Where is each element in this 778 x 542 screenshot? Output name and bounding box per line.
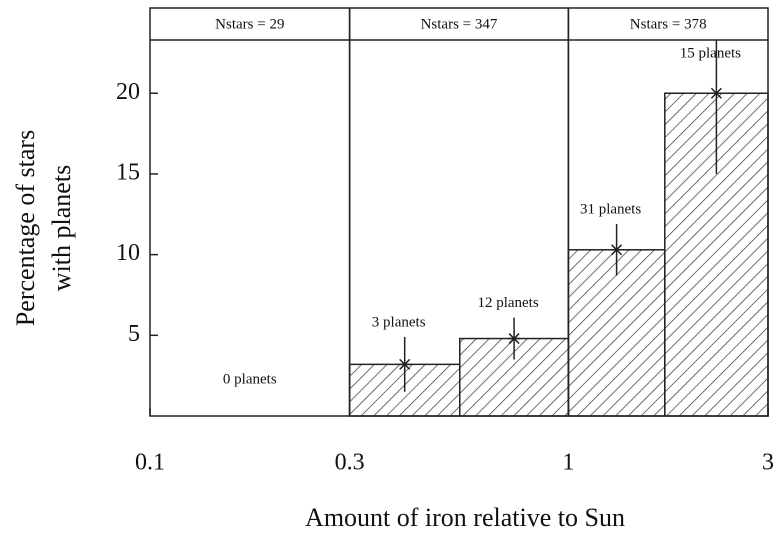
bin-label: 15 planets xyxy=(680,45,741,61)
y-axis-label: Percentage of stars xyxy=(11,130,40,326)
x-tick-label: 0.3 xyxy=(335,450,365,476)
group-label: Nstars = 378 xyxy=(630,16,707,32)
group-label: Nstars = 347 xyxy=(421,16,498,32)
x-tick-label: 1 xyxy=(562,450,574,476)
y-tick-label: 20 xyxy=(116,79,140,105)
y-tick-label: 5 xyxy=(128,321,140,347)
bin-label: 12 planets xyxy=(477,295,538,311)
bar xyxy=(567,249,666,417)
y-tick-label: 15 xyxy=(116,159,140,185)
y-axis-label: with planets xyxy=(47,165,76,291)
point-marker xyxy=(610,244,623,256)
group-label: Nstars = 29 xyxy=(215,16,284,32)
bin-label: 3 planets xyxy=(372,314,426,330)
y-tick-label: 10 xyxy=(116,240,140,266)
point-marker xyxy=(710,87,723,99)
bin-label: 31 planets xyxy=(580,201,641,217)
point-marker xyxy=(508,333,521,345)
bin-label: 0 planets xyxy=(223,371,277,387)
point-marker xyxy=(398,358,411,370)
x-tick-label: 0.1 xyxy=(135,450,165,476)
x-tick-label: 3 xyxy=(762,450,774,476)
x-axis-label: Amount of iron relative to Sun xyxy=(305,503,625,532)
